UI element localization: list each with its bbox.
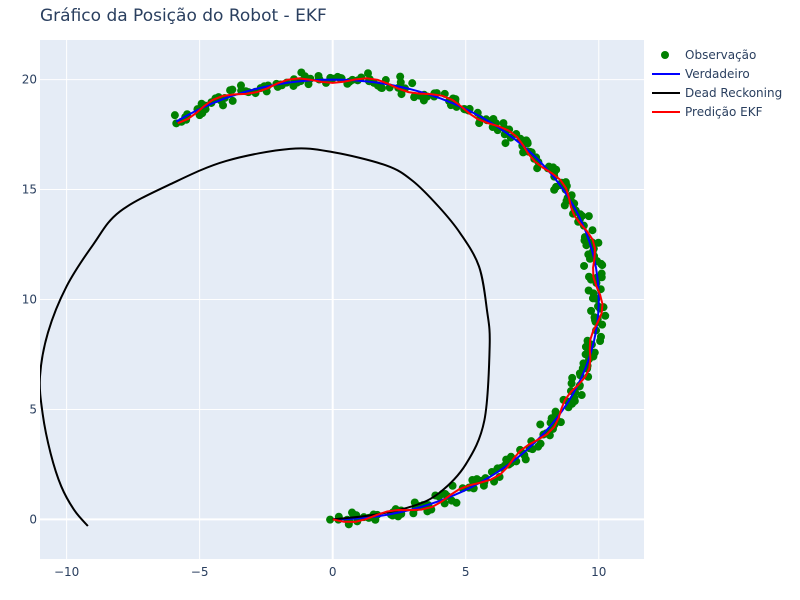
series-line — [40, 147, 491, 527]
x-tick-label: 5 — [462, 565, 470, 579]
observation-point — [523, 138, 532, 147]
observation-point — [397, 90, 406, 99]
observation-point — [568, 373, 577, 382]
observation-point — [289, 81, 298, 90]
observation-point — [580, 261, 589, 270]
x-tick-label: −5 — [191, 565, 209, 579]
observation-point — [556, 418, 565, 427]
legend-label: Observação — [685, 48, 756, 62]
observation-point — [587, 306, 596, 315]
observation-point — [590, 313, 599, 322]
y-tick-label: 0 — [29, 512, 37, 526]
observation-point — [577, 391, 586, 400]
observation-point — [597, 269, 606, 278]
observation-point — [441, 489, 450, 498]
legend[interactable]: Observação Verdadeiro Dead Reckoning Prediç… — [652, 48, 782, 119]
observation-point — [489, 114, 498, 123]
observation-point — [501, 139, 510, 148]
x-tick-label: −10 — [54, 565, 79, 579]
legend-label: Predição EKF — [685, 105, 763, 119]
plot-content — [40, 68, 610, 529]
legend-item[interactable]: Dead Reckoning — [652, 86, 782, 100]
legend-item[interactable]: Verdadeiro — [652, 67, 750, 81]
observation-point — [585, 254, 594, 263]
observation-point — [588, 226, 597, 235]
observation-point — [396, 78, 405, 87]
observation-point — [297, 68, 306, 77]
legend-item[interactable]: Predição EKF — [652, 105, 763, 119]
observation-point — [580, 236, 589, 245]
observation-point — [584, 286, 593, 295]
observation-point — [560, 201, 569, 210]
y-tick-label: 20 — [22, 73, 37, 87]
observation-point — [596, 332, 605, 341]
observation-point — [228, 96, 237, 105]
observation-point — [584, 212, 593, 221]
series-line — [177, 77, 604, 523]
observation-point — [536, 420, 545, 429]
series-line — [175, 78, 600, 521]
axis-ticks: −10 −5 0 5 10 0 5 10 15 20 — [22, 73, 607, 579]
series-predi-o-ekf — [177, 77, 604, 523]
y-tick-label: 10 — [22, 293, 37, 307]
observation-point — [326, 515, 335, 524]
chart-title: Gráfico da Posição do Robot - EKF — [40, 6, 327, 26]
observation-point — [533, 164, 542, 173]
y-tick-label: 5 — [29, 402, 37, 416]
observation-point — [228, 85, 237, 94]
x-tick-label: 10 — [591, 565, 606, 579]
observation-point — [452, 498, 461, 507]
grid-lines — [40, 40, 644, 559]
observation-point — [581, 350, 590, 359]
series-verdadeiro — [175, 78, 600, 521]
x-tick-label: 0 — [329, 565, 337, 579]
observation-point — [304, 80, 313, 89]
observation-point — [581, 342, 590, 351]
observation-point — [550, 185, 559, 194]
observation-point — [590, 348, 599, 357]
observation-point — [170, 111, 179, 120]
observation-point — [363, 69, 372, 78]
observation-point — [195, 111, 204, 120]
y-tick-label: 15 — [22, 183, 37, 197]
observation-point — [551, 407, 560, 416]
series-dead-reckoning — [40, 147, 491, 527]
observation-point — [521, 455, 530, 464]
observation-point — [419, 96, 428, 105]
series-observa-o — [170, 68, 610, 529]
legend-label: Dead Reckoning — [685, 86, 782, 100]
legend-item[interactable]: Observação — [661, 48, 756, 62]
observation-point — [499, 119, 508, 128]
observation-point — [371, 515, 380, 524]
observation-point — [601, 311, 610, 320]
legend-marker-icon — [661, 51, 669, 59]
observation-point — [594, 238, 603, 247]
legend-label: Verdadeiro — [685, 67, 750, 81]
observation-point — [408, 79, 417, 88]
observation-point — [536, 439, 545, 448]
